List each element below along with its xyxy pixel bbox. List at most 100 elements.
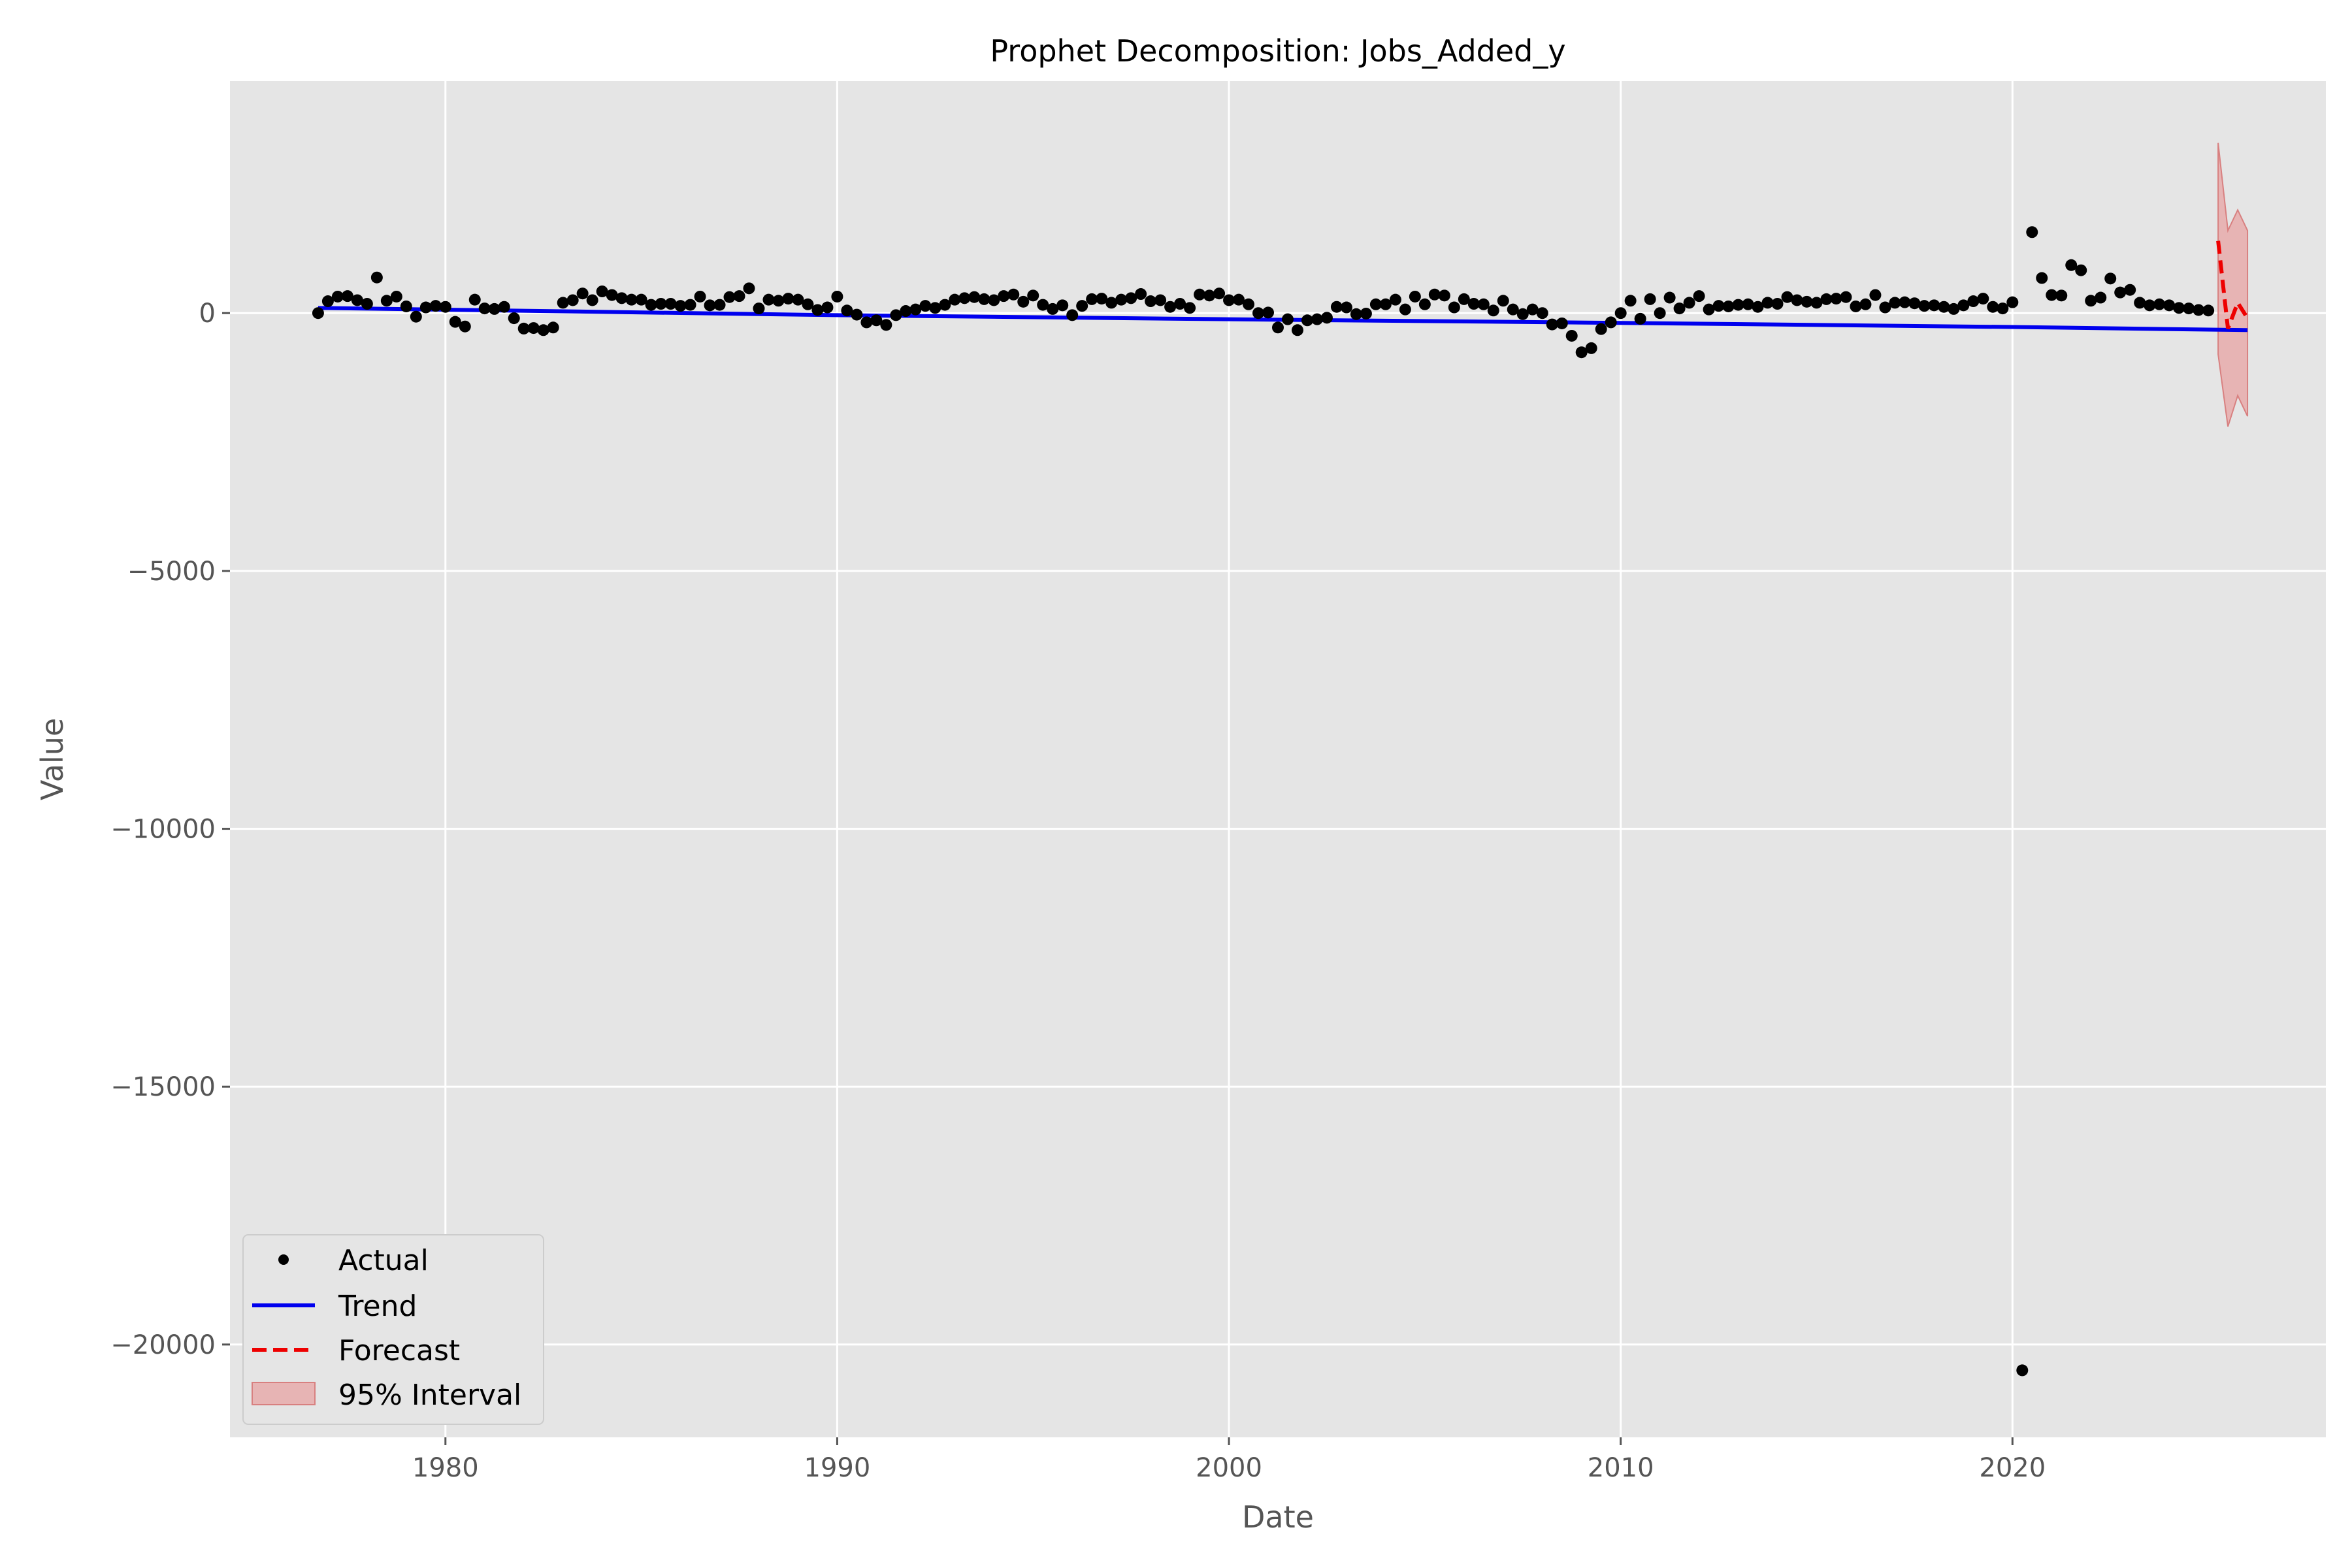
actual-point bbox=[1624, 295, 1637, 307]
trend-line bbox=[318, 306, 2248, 333]
actual-point bbox=[1801, 295, 1813, 308]
actual-point bbox=[1174, 298, 1186, 310]
actual-point bbox=[1086, 293, 1098, 305]
actual-point bbox=[1977, 293, 1989, 305]
actual-point bbox=[1722, 300, 1735, 312]
actual-point bbox=[1948, 302, 1960, 315]
actual-point bbox=[1487, 304, 1499, 317]
actual-point bbox=[468, 293, 481, 306]
actual-point bbox=[870, 314, 883, 327]
actual-point bbox=[831, 290, 843, 302]
actual-point bbox=[2124, 284, 2136, 296]
y-axis-label: Value bbox=[35, 718, 70, 800]
forecast-line-layer bbox=[2216, 240, 2249, 329]
actual-point bbox=[1644, 293, 1656, 305]
actual-point bbox=[557, 297, 569, 309]
actual-point bbox=[1096, 293, 1108, 305]
actual-point bbox=[361, 298, 373, 310]
actual-point bbox=[351, 294, 363, 306]
actual-point bbox=[1320, 312, 1333, 324]
actual-point bbox=[1908, 297, 1921, 310]
actual-point bbox=[1820, 293, 1833, 305]
actual-point bbox=[449, 316, 461, 328]
actual-point bbox=[1869, 289, 1882, 301]
actual-point bbox=[1066, 309, 1079, 321]
actual-point bbox=[2006, 296, 2019, 308]
actual-point bbox=[1037, 299, 1049, 311]
actual-point bbox=[1614, 307, 1627, 319]
actual-point bbox=[978, 293, 990, 305]
actual-point bbox=[1859, 298, 1872, 310]
actual-point bbox=[1076, 300, 1088, 312]
actual-point bbox=[341, 290, 353, 302]
actual-point bbox=[860, 316, 873, 329]
actual-point bbox=[772, 295, 785, 307]
actual-point bbox=[1125, 292, 1137, 304]
actual-point bbox=[2075, 264, 2087, 276]
actual-point bbox=[2046, 289, 2058, 301]
actual-point bbox=[1761, 297, 1774, 309]
actual-point bbox=[1389, 293, 1401, 306]
actual-point bbox=[1732, 299, 1744, 311]
actual-point bbox=[958, 292, 971, 304]
actual-point bbox=[2163, 299, 2176, 312]
actual-point bbox=[321, 295, 334, 308]
actual-point bbox=[2016, 1364, 2029, 1377]
actual-point bbox=[919, 300, 932, 312]
actual-point bbox=[1703, 303, 1715, 316]
actual-point bbox=[1781, 291, 1793, 303]
actual-point bbox=[1634, 312, 1646, 325]
actual-point bbox=[419, 301, 432, 314]
actual-point bbox=[1438, 289, 1450, 302]
actual-point bbox=[762, 293, 775, 306]
actual-point bbox=[792, 293, 804, 306]
actual-point bbox=[1360, 307, 1372, 319]
actual-point bbox=[2183, 302, 2195, 315]
actual-point bbox=[1957, 299, 1970, 312]
actual-point bbox=[566, 294, 579, 306]
actual-point bbox=[1938, 301, 1950, 313]
actual-point bbox=[1184, 302, 1196, 314]
actual-point bbox=[1840, 291, 1852, 303]
actual-point bbox=[380, 295, 393, 307]
actual-point bbox=[370, 271, 383, 284]
actual-point bbox=[410, 310, 422, 323]
actual-point bbox=[537, 324, 549, 336]
actual-point bbox=[684, 299, 696, 311]
legend: Actual Trend Forecast 95% Interval bbox=[242, 1234, 544, 1425]
interval-band bbox=[2217, 142, 2249, 427]
actual-point bbox=[743, 282, 755, 295]
actual-point bbox=[1556, 317, 1568, 329]
actual-point bbox=[821, 301, 834, 314]
actual-point bbox=[331, 290, 344, 302]
actual-point bbox=[1712, 300, 1725, 312]
actual-point bbox=[1889, 297, 1901, 309]
actual-point bbox=[811, 304, 824, 316]
actual-point bbox=[1007, 288, 1020, 301]
actual-point bbox=[1115, 293, 1128, 306]
actual-point bbox=[1585, 342, 1597, 354]
actual-point bbox=[635, 293, 647, 306]
actual-point bbox=[488, 302, 500, 315]
actual-point bbox=[1409, 290, 1421, 302]
actual-point bbox=[1526, 303, 1539, 316]
actual-point bbox=[1791, 294, 1803, 306]
trend-line-layer bbox=[318, 306, 2248, 333]
actual-point bbox=[1605, 316, 1617, 329]
actual-point bbox=[1047, 302, 1059, 315]
actual-point bbox=[1448, 301, 1460, 314]
actual-point bbox=[2065, 259, 2078, 271]
legend-forecast-label: Forecast bbox=[338, 1334, 460, 1367]
actual-point bbox=[1272, 321, 1284, 334]
x-tick-label: 2010 bbox=[1588, 1453, 1654, 1483]
legend-actual-label: Actual bbox=[338, 1244, 429, 1277]
actual-point bbox=[459, 320, 471, 333]
actual-point bbox=[1850, 300, 1862, 312]
actual-point bbox=[1693, 290, 1705, 302]
actual-point bbox=[900, 305, 912, 318]
actual-point bbox=[1350, 308, 1362, 320]
actual-point bbox=[1928, 299, 1940, 312]
actual-point bbox=[2153, 298, 2166, 310]
actual-point bbox=[2114, 286, 2127, 299]
